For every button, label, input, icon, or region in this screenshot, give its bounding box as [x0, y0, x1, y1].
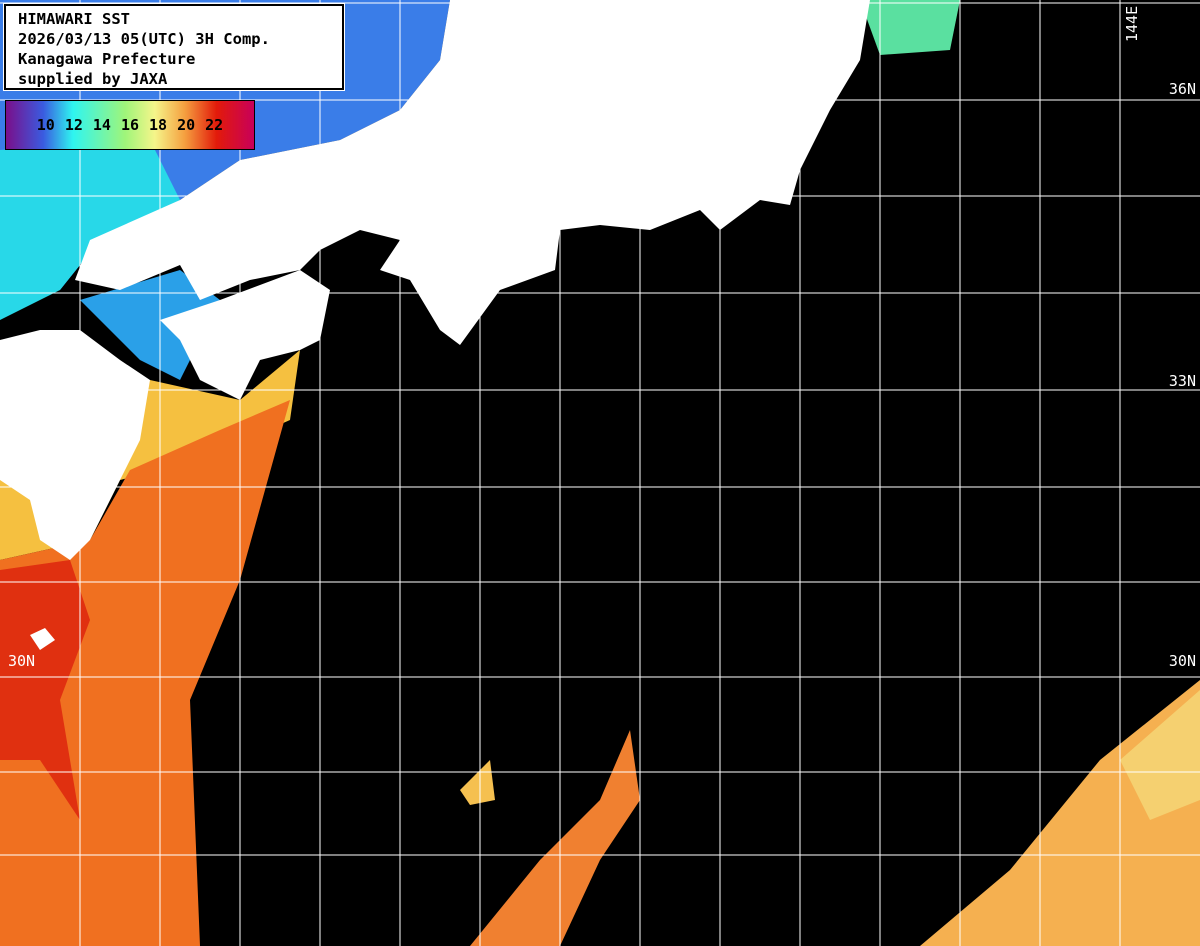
datetime: 2026/03/13 05(UTC) 3H Comp.	[18, 30, 270, 48]
land-shikoku	[160, 270, 330, 400]
title: HIMAWARI SST	[18, 10, 130, 28]
sst-warm-south	[0, 400, 290, 946]
sst-shikoku-bay	[80, 270, 220, 380]
land-honshu	[75, 0, 870, 345]
lat-label: 33N	[1168, 372, 1196, 390]
sst-southeast-light	[1120, 690, 1200, 820]
color-legend: 10 12 14 16 18 20 22	[5, 100, 255, 150]
sst-southeast	[920, 680, 1200, 946]
sst-patch	[460, 760, 495, 805]
legend-label: 18	[149, 116, 168, 134]
sst-northeast	[860, 0, 960, 55]
legend-label: 20	[177, 116, 196, 134]
legend-label: 16	[120, 116, 140, 134]
land-kyushu	[0, 330, 150, 560]
sst-cyan-west	[0, 140, 180, 320]
lon-label: 144E	[1123, 5, 1141, 42]
legend-label: 14	[92, 116, 111, 134]
region: Kanagawa Prefecture	[18, 50, 196, 68]
lat-label: 36N	[1168, 80, 1196, 98]
lat-label: 30N	[1168, 652, 1196, 670]
credit: supplied by JAXA	[18, 70, 168, 88]
info-box: HIMAWARI SST 2026/03/13 05(UTC) 3H Comp.…	[3, 3, 345, 91]
legend-label: 10	[36, 116, 55, 134]
lon-label: 136E	[483, 5, 501, 42]
lat-label: 33N	[8, 372, 36, 390]
sst-south-center	[470, 730, 640, 946]
lat-label: 30N	[8, 652, 36, 670]
land-tanegashima	[30, 628, 55, 650]
land	[0, 0, 870, 650]
sst-hot-core	[0, 560, 90, 820]
legend-label: 22	[205, 116, 224, 134]
legend-label: 12	[64, 116, 83, 134]
